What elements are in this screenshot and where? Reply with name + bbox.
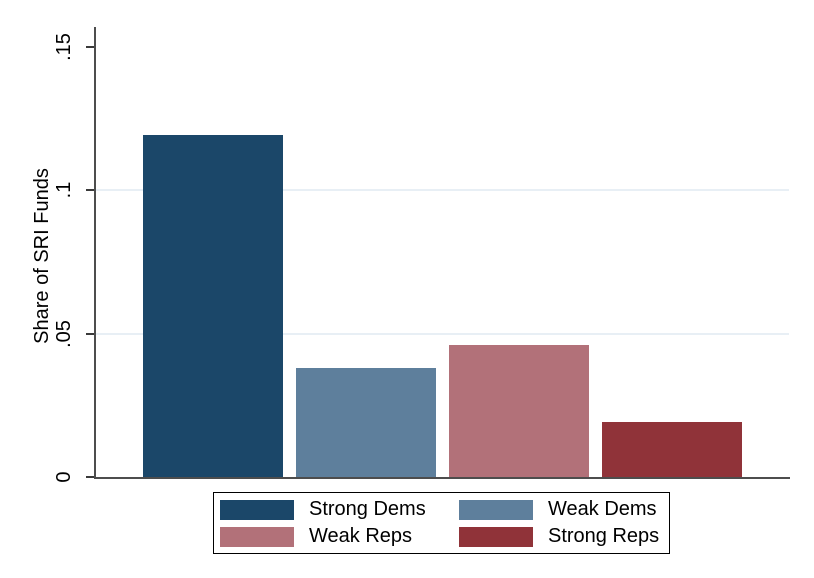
y-axis-title: Share of SRI Funds	[30, 168, 53, 344]
legend-label-strong-reps: Strong Reps	[548, 525, 660, 547]
legend-entry-weak-dems: Weak Dems	[459, 497, 669, 523]
gridline	[96, 189, 789, 191]
y-tick	[86, 332, 94, 335]
legend-swatch-weak-dems	[459, 499, 533, 520]
legend-swatch-strong-dems	[220, 499, 294, 520]
legend-label-weak-dems: Weak Dems	[548, 498, 657, 520]
bar-weak-reps	[449, 344, 589, 477]
x-axis-line	[93, 476, 790, 479]
y-tick	[86, 476, 94, 478]
y-tick-label: .15	[52, 32, 75, 61]
legend-swatch-strong-reps	[459, 526, 533, 547]
y-tick-label: 0	[52, 471, 75, 483]
bar-weak-dems	[296, 367, 436, 477]
y-tick	[86, 189, 94, 191]
legend-label-strong-dems: Strong Dems	[309, 498, 426, 520]
y-tick	[86, 45, 94, 48]
y-tick-label: .05	[52, 319, 75, 348]
legend-label-weak-reps: Weak Reps	[309, 525, 413, 547]
y-axis-line	[93, 27, 96, 478]
legend-entry-strong-dems: Strong Dems	[214, 497, 459, 523]
gridline	[96, 332, 789, 335]
legend-entry-strong-reps: Strong Reps	[459, 524, 669, 550]
legend-swatch-weak-reps	[220, 526, 294, 547]
legend-entry-weak-reps: Weak Reps	[214, 524, 459, 550]
legend: Strong Dems Weak Dems Weak Reps Strong Reps	[213, 492, 670, 554]
y-tick-label: .1	[52, 181, 75, 199]
bar-strong-reps	[602, 422, 742, 477]
bar-strong-dems	[143, 135, 283, 477]
